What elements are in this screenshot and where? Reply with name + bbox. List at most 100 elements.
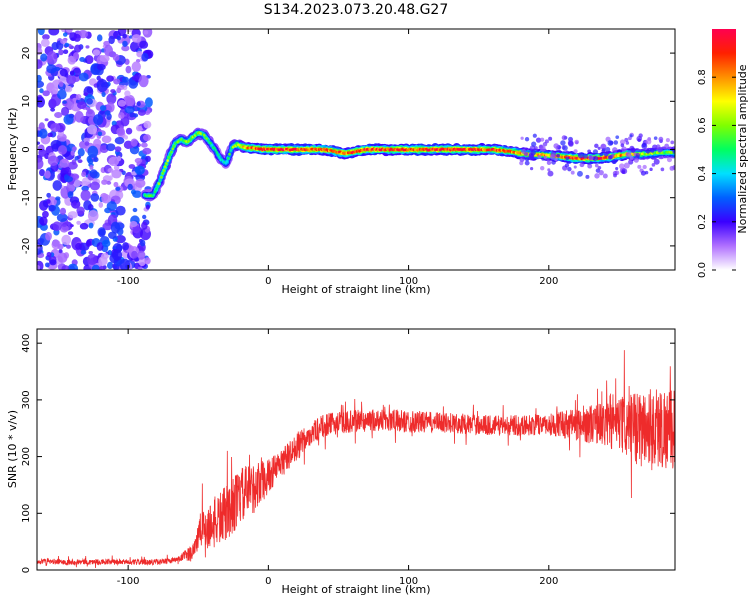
noise-blob — [39, 88, 44, 94]
noise-blob — [87, 210, 99, 222]
colorbar-label: Normalized spectral amplitude — [736, 64, 749, 233]
noise-blob — [628, 136, 632, 141]
snr-y-tick-label: 0 — [21, 567, 32, 573]
noise-blob — [75, 93, 82, 101]
noise-blob — [103, 40, 111, 46]
ridge-segment — [170, 150, 173, 154]
ridge-segment — [160, 175, 163, 179]
noise-blob — [597, 166, 602, 170]
noise-blob — [59, 68, 68, 77]
noise-blob — [143, 134, 151, 142]
ridge-segment — [163, 165, 167, 169]
noise-blob — [86, 55, 94, 64]
ridge-segment — [228, 152, 231, 156]
noise-blob — [113, 78, 121, 85]
noise-blob — [47, 132, 53, 138]
noise-blob — [98, 256, 108, 266]
noise-blob — [72, 146, 77, 152]
noise-blob — [51, 143, 60, 152]
spectrogram-y-tick-label: 0 — [21, 146, 32, 152]
noise-blob — [89, 181, 100, 191]
noise-blob — [118, 112, 125, 119]
noise-blob — [136, 50, 143, 58]
noise-blob — [592, 149, 599, 155]
ridge-segment — [168, 153, 172, 156]
noise-blob — [76, 101, 87, 110]
noise-blob — [598, 169, 604, 176]
noise-blob — [537, 154, 542, 159]
noise-blob — [101, 193, 111, 204]
ridge-segment — [210, 143, 214, 147]
noise-blob — [135, 178, 146, 188]
snr-y-tick-label: 400 — [21, 334, 32, 353]
noise-blob — [60, 186, 71, 199]
noise-blob — [119, 258, 131, 270]
ridge-segment — [162, 169, 166, 172]
noise-blob — [114, 136, 125, 145]
noise-blob — [551, 160, 556, 165]
noise-blob — [140, 239, 146, 247]
noise-blob — [96, 242, 104, 251]
noise-blob — [52, 86, 59, 95]
noise-blob — [608, 155, 613, 160]
noise-blob — [42, 210, 49, 218]
noise-blob — [37, 141, 41, 145]
colorbar-tick-label: 0.8 — [697, 69, 708, 85]
noise-blob — [88, 250, 93, 255]
noise-blob — [90, 193, 100, 202]
noise-blob — [142, 214, 147, 220]
noise-blob — [587, 149, 591, 154]
noise-blob — [98, 201, 104, 208]
noise-blob — [546, 160, 552, 166]
noise-blob — [579, 162, 585, 168]
noise-blob — [599, 152, 604, 157]
snr-x-tick-label: 200 — [539, 576, 558, 587]
noise-blob — [653, 158, 660, 165]
noise-blob — [612, 147, 618, 153]
noise-blob — [528, 154, 535, 161]
noise-blob — [138, 75, 149, 88]
noise-blob — [80, 189, 91, 201]
noise-blob — [42, 90, 50, 97]
noise-blob — [574, 139, 580, 145]
noise-blob — [664, 143, 669, 149]
noise-blob — [96, 63, 106, 71]
noise-blob — [113, 181, 119, 188]
noise-blob — [37, 59, 43, 70]
noise-blob — [110, 89, 116, 94]
noise-blob — [124, 106, 135, 114]
noise-blob — [80, 250, 87, 255]
noise-blob — [77, 159, 83, 164]
colorbar-tick-label: 0.4 — [697, 166, 708, 182]
noise-blob — [117, 99, 127, 107]
noise-blob — [122, 242, 130, 251]
noise-blob — [585, 174, 590, 179]
spectrogram-y-ticks: -20 -10 0 10 20 — [21, 47, 675, 254]
noise-blob — [587, 163, 593, 169]
noise-blob — [123, 135, 129, 140]
noise-blob — [620, 143, 625, 148]
ridge-segment — [171, 147, 174, 151]
noise-blob — [543, 155, 548, 160]
noise-blob — [565, 156, 569, 161]
noise-blob — [48, 204, 56, 212]
noise-blob — [573, 165, 577, 169]
noise-blob — [85, 45, 90, 49]
noise-blob — [144, 97, 153, 108]
snr-frame — [36, 328, 676, 571]
noise-blob — [633, 157, 639, 163]
noise-blob — [131, 34, 142, 43]
noise-blob — [540, 137, 545, 142]
noise-blob — [86, 155, 92, 163]
noise-blob — [594, 173, 600, 179]
snr-x-ticks: -100 0 100 200 — [117, 329, 558, 587]
snr-x-tick-label: 0 — [265, 576, 271, 587]
snr-x-tick-label: 100 — [399, 576, 418, 587]
noise-blob — [582, 153, 588, 159]
noise-blob — [40, 38, 50, 47]
noise-blob — [76, 206, 85, 215]
noise-blob — [87, 145, 99, 158]
noise-blob — [93, 114, 104, 126]
noise-blob — [665, 138, 670, 143]
noise-blob — [524, 152, 529, 157]
